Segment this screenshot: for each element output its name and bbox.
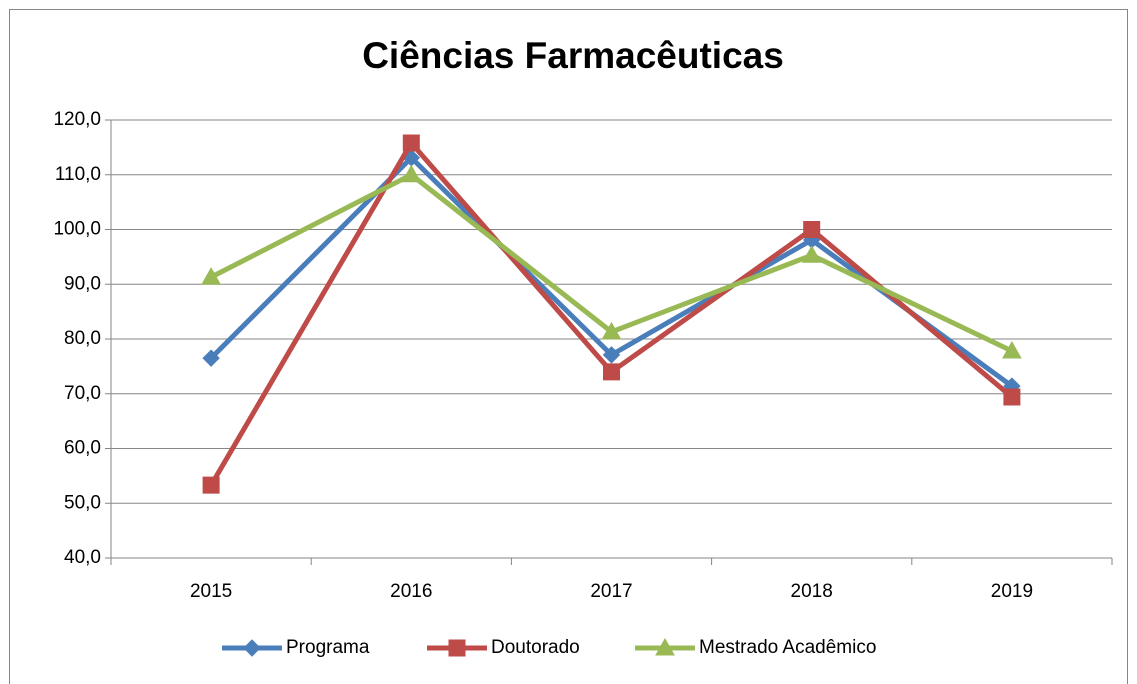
data-point (401, 164, 422, 183)
legend-marker (243, 639, 261, 657)
y-tick-label: 80,0 (64, 328, 101, 349)
y-tick-label: 40,0 (64, 547, 101, 568)
x-tick-label: 2015 (190, 581, 232, 602)
y-tick-label: 60,0 (64, 438, 101, 459)
data-point (1002, 341, 1022, 359)
y-tick-label: 110,0 (55, 164, 101, 185)
y-tick-label: 100,0 (53, 219, 101, 240)
data-point (601, 321, 622, 340)
data-point (402, 134, 420, 152)
data-point (1003, 388, 1021, 406)
chart-title: Ciências Farmacêuticas (362, 35, 784, 76)
x-tick-label: 2016 (390, 581, 432, 602)
legend-marker (448, 639, 466, 657)
chart-border (9, 9, 1128, 684)
data-point (602, 346, 621, 364)
data-point (603, 363, 620, 381)
legend-label: Mestrado Acadêmico (699, 637, 876, 658)
legend-marker (655, 637, 675, 656)
data-point (803, 221, 821, 238)
y-tick-label: 50,0 (64, 492, 101, 513)
series-line (208, 140, 1014, 487)
data-point (201, 267, 221, 285)
x-tick-label: 2018 (791, 581, 833, 602)
y-tick-label: 120,0 (53, 109, 101, 130)
x-tick-label: 2019 (991, 581, 1033, 602)
legend-label: Doutorado (491, 637, 580, 658)
x-tick-label: 2017 (590, 581, 632, 602)
data-point (801, 245, 822, 263)
data-point (202, 349, 220, 367)
data-point (202, 476, 220, 494)
y-tick-label: 70,0 (64, 383, 101, 404)
legend-label: Programa (286, 637, 370, 658)
y-tick-label: 90,0 (64, 273, 101, 294)
